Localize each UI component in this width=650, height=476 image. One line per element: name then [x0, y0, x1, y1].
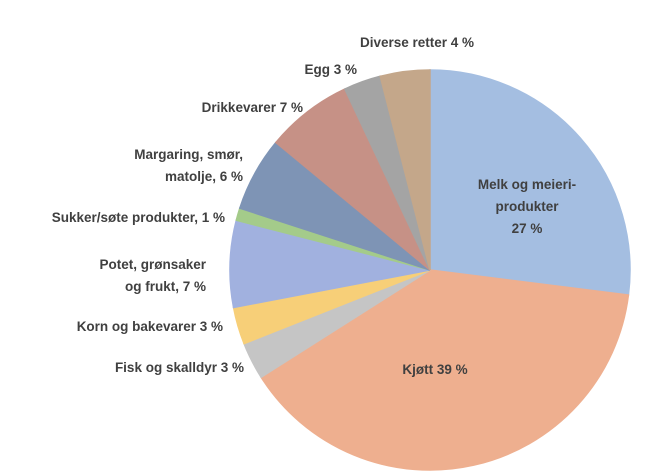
slice-label: Fisk og skalldyr 3 % [115, 360, 244, 375]
slice-label: Margaring, smør, matolje, 6 % [134, 147, 243, 184]
slice-label: Sukker/søte produkter, 1 % [52, 210, 225, 225]
pie-slice [429, 69, 631, 296]
slice-label: Kjøtt 39 % [402, 362, 467, 377]
slice-label: Korn og bakevarer 3 % [77, 319, 223, 334]
slice-label: Egg 3 % [304, 62, 357, 77]
slice-label: Diverse retter 4 % [360, 35, 474, 50]
slice-label: Melk og meieri-produkter 27 % [478, 177, 576, 236]
slice-label: Drikkevarer 7 % [202, 100, 303, 115]
pie-slice [260, 269, 630, 471]
slice-label: Potet, grønsaker og frukt, 7 % [99, 257, 206, 294]
pie-slice [379, 69, 431, 271]
